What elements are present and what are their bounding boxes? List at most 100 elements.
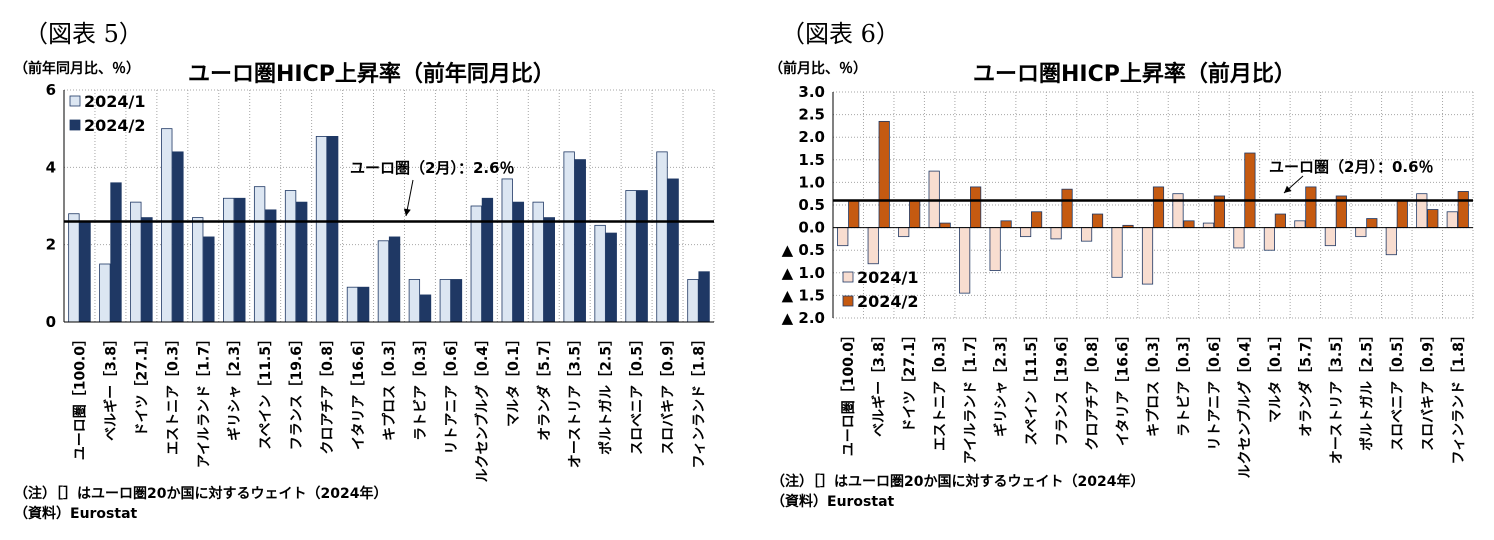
category-label-20: フィンランド［1.8］ bbox=[1450, 328, 1467, 465]
y-tick-label: 0.5 bbox=[798, 196, 825, 214]
bar-2024-1-7 bbox=[284, 190, 297, 323]
bar-2024-1-14 bbox=[501, 178, 513, 323]
chart-title: ユーロ圏HICP上昇率（前月比） bbox=[973, 62, 1296, 87]
bar-2024-2-10 bbox=[1152, 186, 1165, 228]
bar-2024-1-5 bbox=[989, 227, 1001, 271]
annotation-arrow-head bbox=[403, 208, 411, 216]
legend-label-2024-1: 2024/1 bbox=[857, 268, 919, 287]
bar-2024-1-17 bbox=[594, 224, 606, 323]
bar-2024-1-4 bbox=[192, 217, 204, 323]
note-weights: （注）［］はユーロ圏20か国に対するウェイト（2024年） bbox=[14, 486, 388, 502]
y-axis-unit-label: （前月比、％） bbox=[769, 61, 867, 77]
bar-2024-1-7 bbox=[1050, 227, 1062, 240]
category-label-0: ユーロ圏［100.0］ bbox=[71, 332, 88, 460]
bar-2024-2-17 bbox=[605, 232, 617, 323]
category-label-1: ベルギー［3.8］ bbox=[871, 328, 888, 437]
bar-2024-1-1 bbox=[867, 227, 879, 265]
bar-2024-2-7 bbox=[1061, 188, 1073, 228]
category-label-13: ルクセンブルグ［0.4］ bbox=[1236, 328, 1253, 478]
bar-2024-2-1 bbox=[878, 120, 890, 228]
bar-2024-2-3 bbox=[172, 151, 184, 323]
bar-2024-1-8 bbox=[315, 135, 328, 323]
category-label-9: イタリア［16.6］ bbox=[350, 332, 367, 450]
category-label-7: フランス［19.6］ bbox=[288, 332, 305, 450]
bar-2024-1-2 bbox=[898, 227, 910, 238]
bar-2024-1-1 bbox=[99, 263, 111, 323]
category-label-16: オーストリア［3.5］ bbox=[1328, 328, 1345, 464]
bar-2024-2-14 bbox=[512, 201, 525, 323]
y-tick-label: ▲ 2.0 bbox=[782, 309, 825, 327]
bar-2024-2-20 bbox=[698, 271, 710, 323]
bar-2024-1-16 bbox=[563, 151, 575, 323]
bar-2024-2-7 bbox=[296, 201, 308, 323]
bar-2024-1-12 bbox=[439, 279, 451, 323]
y-tick-label: 4 bbox=[46, 158, 56, 176]
category-label-6: スペイン［11.5］ bbox=[257, 332, 274, 450]
bar-2024-2-19 bbox=[667, 178, 679, 323]
bar-2024-1-11 bbox=[408, 279, 421, 323]
bar-2024-2-1 bbox=[110, 182, 122, 323]
bar-2024-2-8 bbox=[1091, 213, 1104, 228]
category-label-7: フランス［19.6］ bbox=[1054, 328, 1071, 446]
bar-2024-1-19 bbox=[656, 151, 668, 323]
note-source: （資料）Eurostat bbox=[14, 506, 138, 522]
bar-2024-1-3 bbox=[161, 128, 173, 323]
y-tick-label: 0.0 bbox=[798, 219, 825, 237]
bar-2024-1-20 bbox=[1446, 211, 1458, 228]
bar-2024-2-19 bbox=[1427, 209, 1439, 229]
bar-2024-2-2 bbox=[909, 200, 921, 228]
bar-2024-1-11 bbox=[1172, 193, 1184, 228]
legend-swatch-2024-1 bbox=[69, 95, 81, 107]
category-label-20: フィンランド［1.8］ bbox=[691, 332, 708, 469]
bar-2024-2-16 bbox=[574, 159, 586, 323]
y-tick-label: 1.5 bbox=[798, 151, 825, 169]
bar-2024-2-17 bbox=[1366, 218, 1378, 228]
category-label-2: ドイツ［27.1］ bbox=[133, 332, 150, 437]
category-label-6: スペイン［11.5］ bbox=[1023, 328, 1040, 446]
bar-2024-1-8 bbox=[1080, 227, 1093, 242]
bar-2024-2-2 bbox=[141, 217, 153, 323]
y-tick-label: 2.0 bbox=[798, 128, 825, 146]
category-label-0: ユーロ圏［100.0］ bbox=[840, 328, 857, 456]
category-label-19: スロバキア［0.9］ bbox=[1419, 328, 1436, 451]
category-label-16: オーストリア［3.5］ bbox=[567, 332, 584, 468]
legend-swatch-2024-2 bbox=[69, 119, 81, 131]
category-label-8: クロアチア［0.8］ bbox=[319, 332, 336, 455]
bar-2024-1-4 bbox=[959, 227, 971, 294]
chart-figure5-plot: 0 2 4 6 ユーロ圏（2月）：2.6％ ユーロ圏［100.0］ ベルギー［3.8］ ドイツ… bbox=[46, 81, 715, 482]
bar-2024-2-12 bbox=[450, 279, 463, 323]
bar-2024-1-0 bbox=[68, 213, 80, 323]
bar-2024-2-4 bbox=[970, 186, 982, 228]
bar-2024-1-15 bbox=[532, 201, 544, 323]
y-tick-label: 6 bbox=[46, 81, 56, 99]
category-label-4: アイルランド［1.7］ bbox=[962, 328, 979, 464]
category-label-18: スロベニア［0.5］ bbox=[1389, 328, 1406, 451]
reference-line-label: ユーロ圏（2月）：0.6％ bbox=[1269, 158, 1434, 176]
category-label-9: イタリア［16.6］ bbox=[1115, 328, 1132, 446]
category-label-10: キプロス［0.3］ bbox=[1145, 328, 1162, 437]
category-label-19: スロバキア［0.9］ bbox=[660, 332, 677, 455]
bar-2024-2-13 bbox=[481, 197, 494, 323]
bar-2024-2-15 bbox=[543, 217, 555, 323]
legend-swatch-2024-1 bbox=[842, 271, 854, 283]
bar-2024-1-13 bbox=[470, 205, 482, 323]
bar-2024-2-11 bbox=[1183, 220, 1195, 229]
y-tick-label: 2.5 bbox=[798, 106, 825, 124]
figure-label: （図表 5） bbox=[24, 20, 143, 48]
bar-2024-2-18 bbox=[1396, 200, 1408, 228]
legend-swatch-2024-2 bbox=[842, 295, 854, 307]
bar-2024-1-9 bbox=[346, 286, 359, 323]
bar-2024-2-3 bbox=[939, 222, 951, 229]
legend-label-2024-2: 2024/2 bbox=[84, 116, 146, 135]
category-label-14: マルタ［0.1］ bbox=[1267, 328, 1284, 423]
bar-2024-1-12 bbox=[1202, 222, 1215, 229]
bar-2024-1-6 bbox=[253, 186, 266, 323]
legend-label-2024-1: 2024/1 bbox=[84, 92, 146, 111]
bar-2024-1-10 bbox=[1141, 227, 1154, 285]
category-label-5: ギリシャ［2.3］ bbox=[226, 332, 243, 441]
category-label-17: ポルトガル［2.5］ bbox=[598, 332, 615, 455]
bar-2024-2-11 bbox=[419, 294, 432, 323]
y-tick-label: ▲ 1.5 bbox=[782, 286, 825, 304]
bar-2024-2-5 bbox=[234, 197, 246, 323]
bar-2024-1-6 bbox=[1020, 227, 1032, 238]
